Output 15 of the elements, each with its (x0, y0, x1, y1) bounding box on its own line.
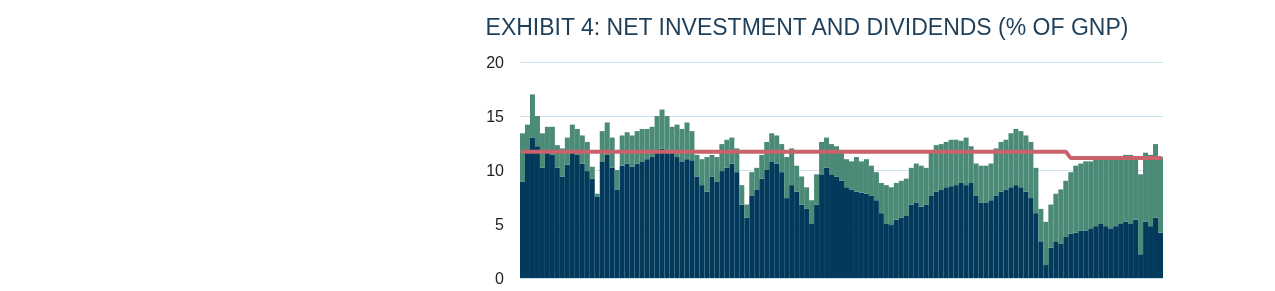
bar (1003, 189, 1009, 278)
bar (739, 185, 745, 205)
bar (684, 159, 690, 278)
chart-title: EXHIBIT 4: NET INVESTMENT AND DIVIDENDS (% OF GNP) (485, 13, 1129, 40)
y-tick-label: 0 (495, 269, 505, 287)
bar (744, 204, 750, 218)
y-tick-label: 10 (486, 161, 505, 179)
bar (749, 172, 755, 196)
y-tick-label: 20 (486, 53, 505, 71)
bar (594, 193, 600, 197)
y-tick-label: 15 (486, 107, 505, 125)
bar (614, 170, 620, 190)
bar (993, 195, 999, 278)
y-tick-label: 5 (495, 215, 505, 233)
bar (674, 157, 680, 278)
